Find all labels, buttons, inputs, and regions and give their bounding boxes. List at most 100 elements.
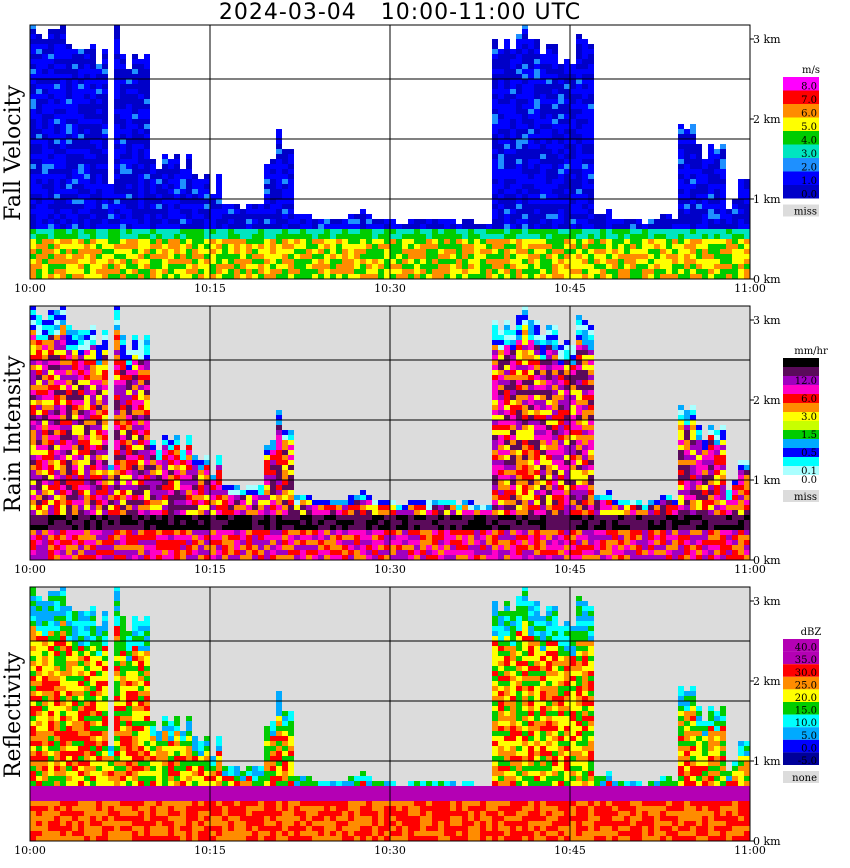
y-tick-label: 3 km: [753, 314, 781, 327]
colorbar-label: 25.0: [795, 680, 817, 691]
x-tick-label: 10:45: [554, 563, 586, 576]
echo-field: [30, 306, 750, 560]
colorbar-label: 6.0: [801, 394, 817, 405]
colorbar-label: 20.0: [795, 693, 817, 704]
y-tick-label: 2 km: [753, 113, 781, 126]
colorbar-label: 1.0: [801, 176, 817, 187]
colorbar-swatch: [783, 676, 819, 690]
colorbar-swatch: [783, 376, 819, 385]
colorbar-unit: mm/hr: [794, 346, 828, 357]
colorbar-swatch: [783, 739, 819, 753]
y-tick-label: 3 km: [753, 595, 781, 608]
y-tick-label: 1 km: [753, 755, 781, 768]
y-tick-label: 3 km: [753, 33, 781, 46]
colorbar-label: 30.0: [795, 668, 817, 679]
colorbar-label: 6.0: [801, 109, 817, 120]
colorbar-swatch: [783, 117, 819, 131]
y-tick-label: 2 km: [753, 675, 781, 688]
colorbar-label: 40.0: [795, 643, 817, 654]
y-tick-label: 0 km: [753, 835, 781, 848]
colorbar-label: 3.0: [801, 149, 817, 160]
colorbar-swatch: [783, 439, 819, 448]
y-tick-label: 2 km: [753, 394, 781, 407]
colorbar-swatch: [783, 448, 819, 457]
plot-frame: [29, 305, 751, 561]
colorbar-swatch: [783, 664, 819, 677]
colorbar-missing-label: miss: [794, 492, 817, 503]
colorbar-swatch: [783, 385, 819, 394]
colorbar-label: 0.1: [801, 466, 817, 477]
x-tick-label: 10:15: [194, 844, 226, 857]
colorbar-unit: dBZ: [801, 627, 822, 638]
x-tick-label: 10:30: [374, 563, 406, 576]
plot-frame: [29, 24, 751, 280]
colorbar-label: 12.0: [795, 376, 817, 387]
colorbar-swatch: [783, 714, 819, 728]
x-tick-label: 10:30: [374, 844, 406, 857]
colorbar-label: 5.0: [801, 731, 817, 742]
colorbar-swatch: [783, 171, 819, 185]
x-tick-label: 10:15: [194, 563, 226, 576]
colorbar-swatch: [783, 689, 819, 702]
colorbar-swatch: [783, 412, 819, 421]
x-tick-label: 10:45: [554, 844, 586, 857]
panel-1: 0 km 1 km 2 km 3 km 10:00 10:15 10:30 10:45 11:0…: [1, 24, 820, 295]
x-tick-label: 11:00: [734, 844, 766, 857]
colorbar-swatch: [783, 158, 819, 172]
colorbar-swatch: [783, 144, 819, 158]
colorbar-missing-swatch: [783, 204, 819, 217]
x-tick-label: 10:00: [14, 563, 46, 576]
colorbar-swatch: [783, 475, 819, 484]
panel-3: 0 km 1 km 2 km 3 km 10:00 10:15 10:30 10:45 11:0…: [1, 586, 822, 857]
page-title: 2024-03-04 10:00-11:00 UTC: [218, 0, 582, 25]
x-tick-label: 11:00: [734, 282, 766, 295]
colorbar-label: -5.0: [798, 756, 817, 767]
echo-field: [30, 587, 750, 841]
colorbar-label: 15.0: [795, 706, 817, 717]
colorbar-label: 5.0: [801, 122, 817, 133]
x-tick-label: 10:00: [14, 844, 46, 857]
colorbar-swatch: [783, 466, 819, 475]
colorbar-swatch: [783, 430, 819, 439]
y-axis-label: Reflectivity: [1, 651, 26, 778]
colorbar-label: 10.0: [795, 718, 817, 729]
colorbar-unit: m/s: [802, 65, 820, 76]
colorbar-swatch: [783, 403, 819, 412]
colorbar-missing-swatch: [783, 771, 819, 783]
colorbar-swatch: [783, 421, 819, 430]
x-tick-label: 10:15: [194, 282, 226, 295]
colorbar-swatch: [783, 367, 819, 376]
plot-frame: [29, 586, 751, 842]
y-axis-label: Fall Velocity: [1, 85, 26, 221]
y-tick-label: 0 km: [753, 273, 781, 286]
colorbar-label: 0.5: [801, 448, 817, 459]
y-tick-label: 0 km: [753, 554, 781, 567]
panel-2: 0 km 1 km 2 km 3 km 10:00 10:15 10:30 10:45 11:0…: [1, 305, 828, 576]
x-tick-label: 11:00: [734, 563, 766, 576]
colorbar-label: 0.0: [801, 475, 817, 486]
colorbar-label: 0.0: [801, 743, 817, 754]
colorbar-swatch: [783, 457, 819, 466]
colorbar-swatch: [783, 185, 819, 199]
echo-field: [30, 25, 750, 279]
colorbar-swatch: [783, 90, 819, 104]
colorbar-swatch: [783, 727, 819, 740]
colorbar-missing-swatch: [783, 490, 819, 502]
colorbar-label: 3.0: [801, 412, 817, 423]
colorbar-label: 1.5: [801, 430, 817, 441]
x-tick-label: 10:00: [14, 282, 46, 295]
colorbar-swatch: [783, 651, 819, 665]
colorbar-label: 35.0: [795, 655, 817, 666]
colorbar-swatch: [783, 639, 819, 652]
colorbar-swatch: [783, 358, 819, 367]
y-tick-label: 1 km: [753, 474, 781, 487]
colorbar-swatch: [783, 77, 819, 91]
x-tick-label: 10:45: [554, 282, 586, 295]
y-tick-label: 1 km: [753, 193, 781, 206]
colorbar-label: 8.0: [801, 82, 817, 93]
colorbar-label: 48.0: [795, 358, 817, 369]
colorbar-swatch: [783, 702, 819, 715]
colorbar-swatch: [783, 752, 819, 765]
colorbar-missing-label: miss: [794, 207, 817, 218]
